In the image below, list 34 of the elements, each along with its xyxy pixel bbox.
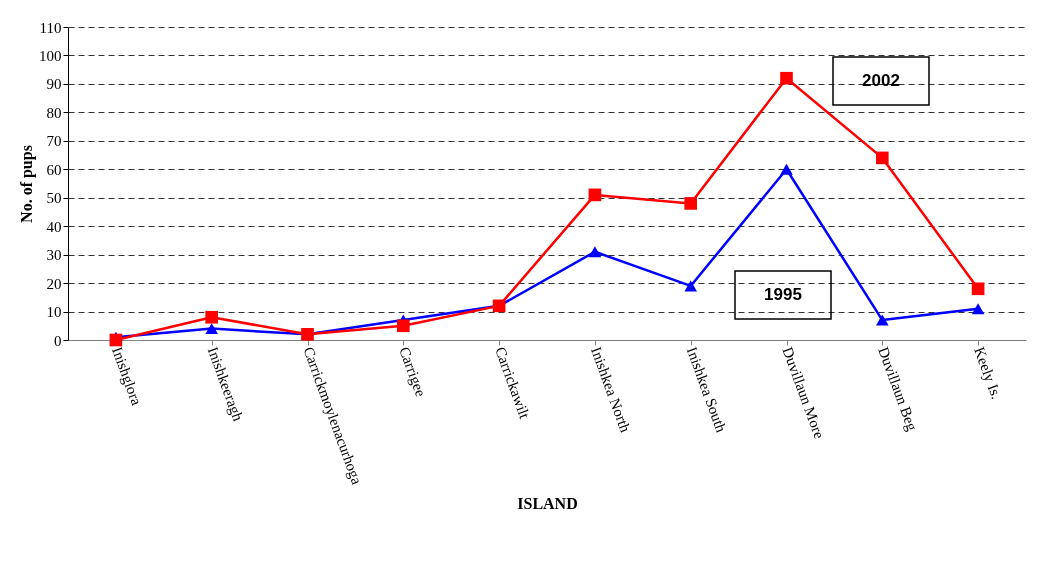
x-tick-label: Inishkea South bbox=[683, 344, 730, 435]
y-axis-title: No. of pups bbox=[18, 145, 36, 223]
point bbox=[971, 282, 985, 296]
y-tick-label: 50 bbox=[46, 190, 62, 207]
point bbox=[684, 280, 698, 292]
text: 2002 bbox=[862, 71, 900, 90]
x-axis-title: ISLAND bbox=[517, 495, 578, 513]
x-tick-label: Carrigee bbox=[396, 344, 430, 400]
y-tick-label: 60 bbox=[46, 161, 62, 178]
x-tick-label: Keely Is. bbox=[971, 344, 1005, 402]
y-tick-label: 80 bbox=[46, 104, 62, 121]
point bbox=[396, 319, 410, 333]
y-tick-label: 40 bbox=[46, 218, 62, 235]
point bbox=[971, 303, 985, 315]
y-tick-label: 0 bbox=[54, 332, 62, 349]
y-tick-label: 100 bbox=[39, 47, 62, 64]
point bbox=[875, 151, 889, 165]
point bbox=[109, 333, 123, 347]
x-tick-label: Inishkea North bbox=[587, 344, 634, 435]
y-tick-label: 70 bbox=[46, 133, 62, 150]
point bbox=[684, 197, 698, 210]
y-tick-label: 10 bbox=[46, 304, 62, 321]
point bbox=[780, 71, 793, 85]
point bbox=[205, 323, 219, 335]
point bbox=[588, 246, 602, 258]
text: 1995 bbox=[764, 285, 802, 304]
y-tick-label: 90 bbox=[46, 76, 62, 93]
y-tick-label: 30 bbox=[46, 247, 62, 264]
point bbox=[780, 163, 793, 175]
point bbox=[588, 188, 602, 202]
point bbox=[875, 314, 889, 326]
y-tick-label: 20 bbox=[46, 275, 62, 292]
y-tick-label: 110 bbox=[39, 19, 62, 36]
point bbox=[205, 310, 219, 324]
